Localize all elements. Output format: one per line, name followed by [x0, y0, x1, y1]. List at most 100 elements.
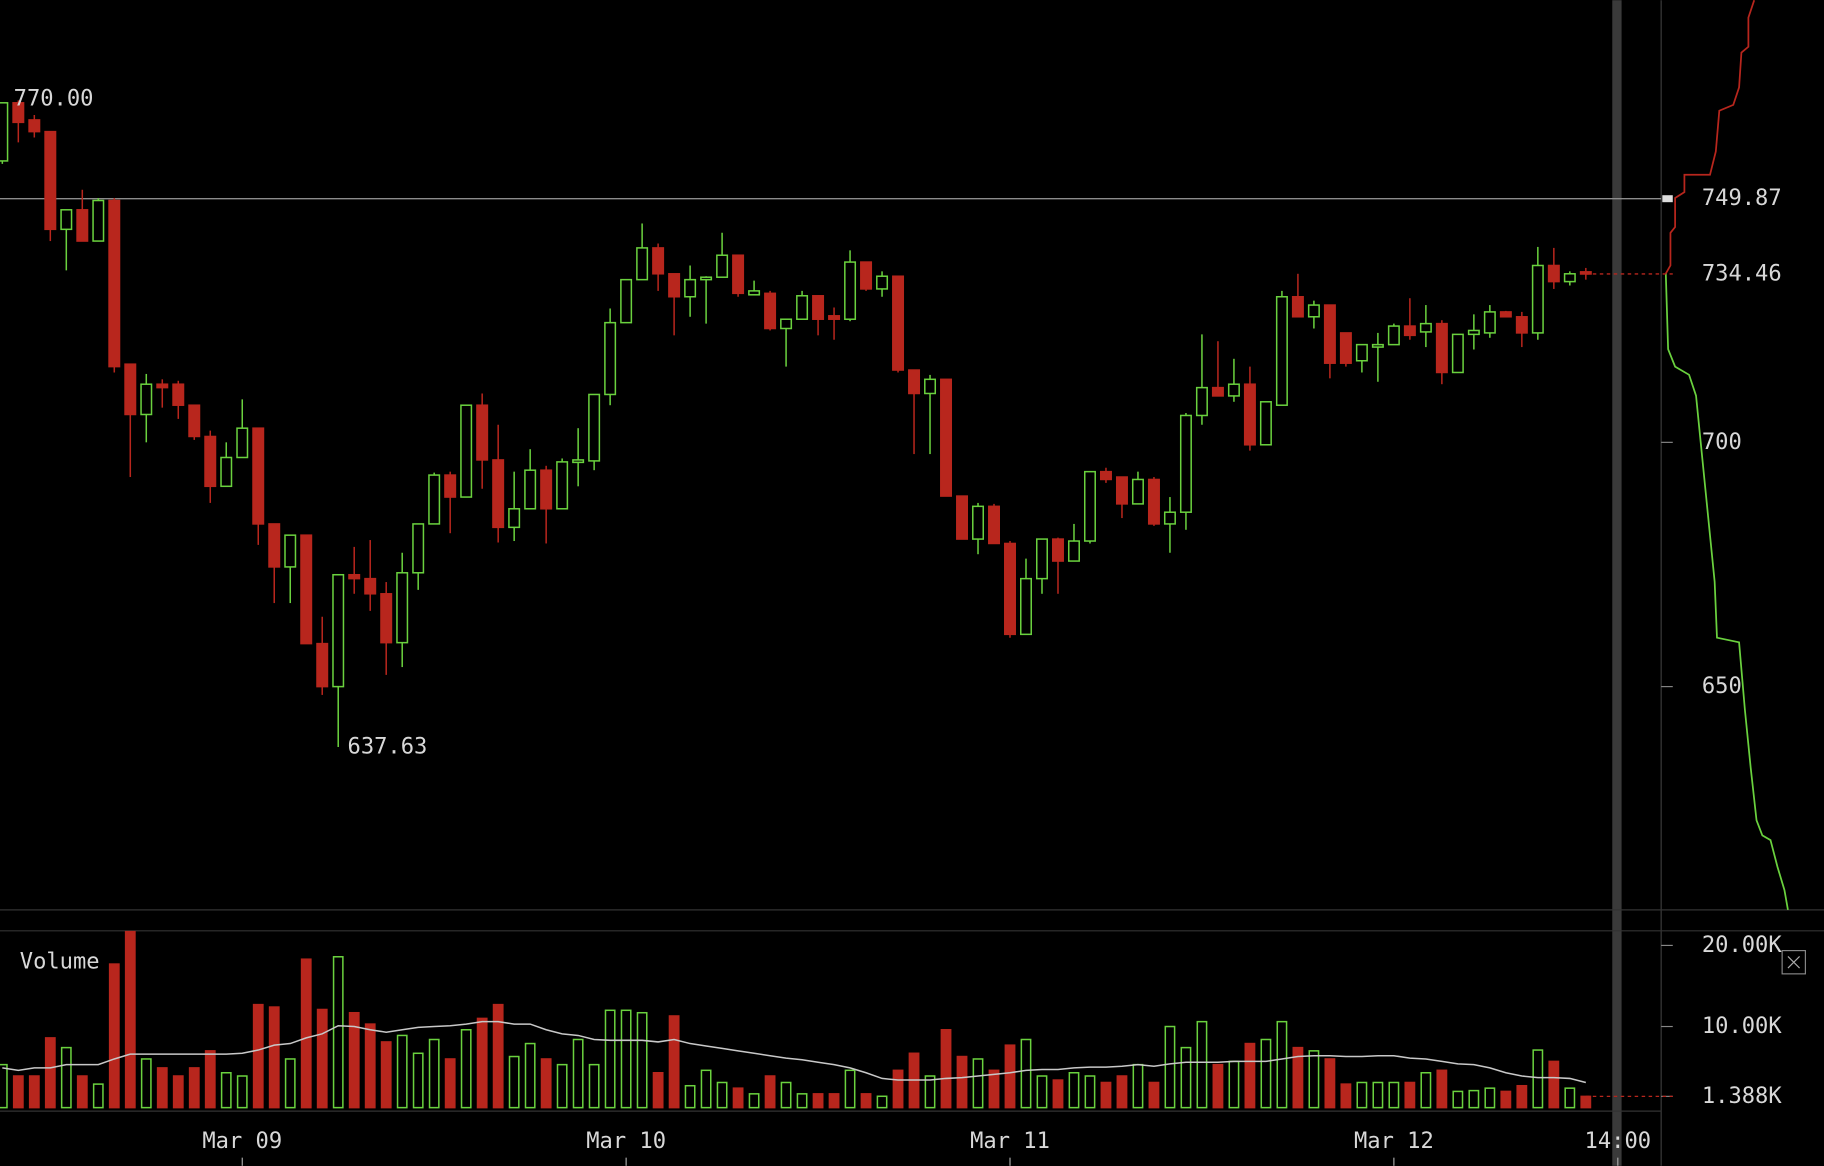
volume-bar [1564, 1087, 1576, 1109]
volume-bar [1292, 1046, 1304, 1109]
volume-bar [716, 1081, 728, 1109]
close-button[interactable] [1781, 950, 1806, 975]
volume-bar [1164, 1025, 1176, 1109]
volume-bar [972, 1058, 984, 1109]
volume-bar [316, 1008, 328, 1109]
candle-body [1227, 383, 1240, 397]
candle-body [892, 275, 905, 371]
candle-body [1131, 478, 1144, 505]
volume-bar [956, 1055, 968, 1109]
candle-body [60, 209, 73, 231]
candle-body [1020, 577, 1032, 636]
candle-body [1371, 343, 1384, 348]
volume-bar [268, 1006, 280, 1109]
candle-body [1163, 511, 1176, 525]
volume-bar [60, 1046, 72, 1109]
candle-body [204, 435, 217, 488]
candle-body [1467, 329, 1480, 336]
candle-body [1291, 295, 1304, 318]
candle-body [1275, 295, 1288, 406]
volume-bar [1276, 1020, 1288, 1109]
volume-bar [508, 1055, 520, 1109]
volume-bar [732, 1087, 744, 1109]
close-box[interactable] [1781, 950, 1806, 975]
volume-bar [428, 1038, 440, 1109]
candle-body [1355, 343, 1368, 362]
price-label: 749.87 [1702, 185, 1782, 211]
candle-body [572, 459, 585, 464]
candle-body [972, 505, 985, 540]
volume-bar [1100, 1081, 1112, 1109]
volume-bar [588, 1063, 600, 1109]
volume-bar [1484, 1087, 1496, 1109]
candle-body [1387, 325, 1400, 346]
candle-body [492, 459, 505, 529]
candle-body [940, 378, 953, 497]
candle-body [172, 383, 185, 406]
candle-body [1083, 470, 1096, 542]
volume-bar [620, 1009, 632, 1109]
depth-asks [1665, 0, 1756, 275]
volume-bar [284, 1058, 296, 1109]
volume-bar [140, 1058, 152, 1109]
candle-body [1323, 304, 1336, 364]
price-label: 734.46 [1702, 260, 1782, 286]
candle-body [780, 318, 793, 330]
volume-bar [108, 963, 120, 1109]
candle-body [924, 378, 937, 395]
volume-bar [1180, 1046, 1192, 1109]
volume-bar [188, 1067, 200, 1109]
candle-body [1547, 264, 1560, 283]
candle-body [812, 295, 825, 320]
volume-bar [1452, 1090, 1464, 1109]
volume-bar [460, 1029, 472, 1109]
volume-bar [12, 1075, 24, 1109]
volume-bar [348, 1011, 360, 1109]
candle-body [956, 495, 969, 540]
volume-bar [412, 1052, 424, 1109]
volume-bar [876, 1095, 888, 1109]
volume-bar [1388, 1081, 1400, 1109]
candle-body [236, 427, 249, 459]
candle-body [508, 508, 521, 529]
volume-bar [1356, 1081, 1368, 1109]
candle-body [988, 505, 1001, 545]
candle-body [460, 404, 473, 498]
candle-body [524, 469, 537, 510]
candle-body [1307, 304, 1320, 318]
candle-body [636, 247, 649, 281]
candle-body [588, 393, 601, 462]
candle-body [700, 276, 713, 281]
candle-body [1243, 383, 1256, 446]
candle-body [620, 278, 633, 324]
candle-body [796, 295, 809, 320]
candle-body [1339, 332, 1352, 364]
volume-bar [1436, 1069, 1448, 1109]
candle-body [284, 534, 297, 568]
volume-bar [988, 1069, 1000, 1109]
volume-title: Volume [20, 949, 100, 975]
candle-body [1099, 470, 1112, 481]
candle-body [220, 456, 233, 488]
candle-body [764, 292, 777, 330]
volume-bar [1420, 1071, 1432, 1109]
candle-body [28, 119, 41, 133]
volume-bar [524, 1042, 536, 1109]
volume-bar [636, 1011, 648, 1109]
candle-body [1211, 386, 1224, 397]
candle-body [1259, 401, 1272, 446]
candle-body [716, 254, 729, 278]
volume-bar [1404, 1081, 1416, 1109]
candle-body [332, 573, 345, 688]
candle-body [1515, 316, 1528, 334]
volume-bar [76, 1075, 88, 1109]
candle-body [428, 474, 441, 525]
y-tick-label: 700 [1702, 429, 1742, 455]
volume-bar [684, 1084, 696, 1109]
close-icon[interactable] [1787, 955, 1800, 969]
volume-bar [1324, 1058, 1336, 1109]
volume-bar [828, 1093, 840, 1109]
volume-bar [364, 1023, 376, 1109]
